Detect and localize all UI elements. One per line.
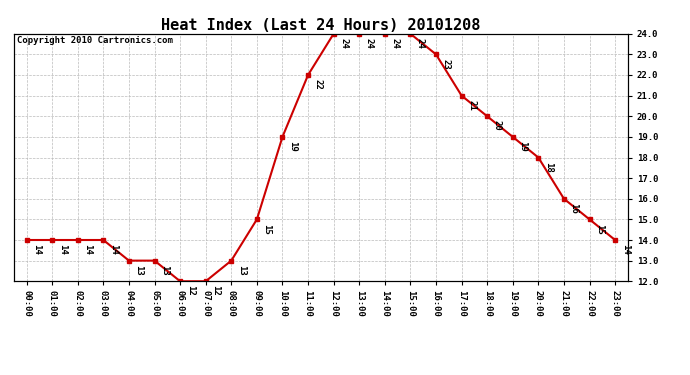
Text: 12: 12 [211, 285, 220, 296]
Text: 14: 14 [621, 244, 630, 255]
Title: Heat Index (Last 24 Hours) 20101208: Heat Index (Last 24 Hours) 20101208 [161, 18, 480, 33]
Text: 13: 13 [160, 265, 169, 276]
Text: 20: 20 [493, 120, 502, 131]
Text: 24: 24 [339, 38, 348, 49]
Text: 14: 14 [58, 244, 67, 255]
Text: 23: 23 [442, 58, 451, 69]
Text: 13: 13 [135, 265, 144, 276]
Text: 24: 24 [391, 38, 400, 49]
Text: 15: 15 [595, 224, 604, 234]
Text: 14: 14 [32, 244, 41, 255]
Text: 19: 19 [518, 141, 527, 152]
Text: 19: 19 [288, 141, 297, 152]
Text: 15: 15 [262, 224, 271, 234]
Text: 18: 18 [544, 162, 553, 172]
Text: 21: 21 [467, 100, 476, 111]
Text: 14: 14 [109, 244, 118, 255]
Text: Copyright 2010 Cartronics.com: Copyright 2010 Cartronics.com [17, 36, 172, 45]
Text: 24: 24 [416, 38, 425, 49]
Text: 22: 22 [314, 79, 323, 90]
Text: 14: 14 [83, 244, 92, 255]
Text: 16: 16 [569, 203, 578, 214]
Text: 24: 24 [365, 38, 374, 49]
Text: 12: 12 [186, 285, 195, 296]
Text: 13: 13 [237, 265, 246, 276]
